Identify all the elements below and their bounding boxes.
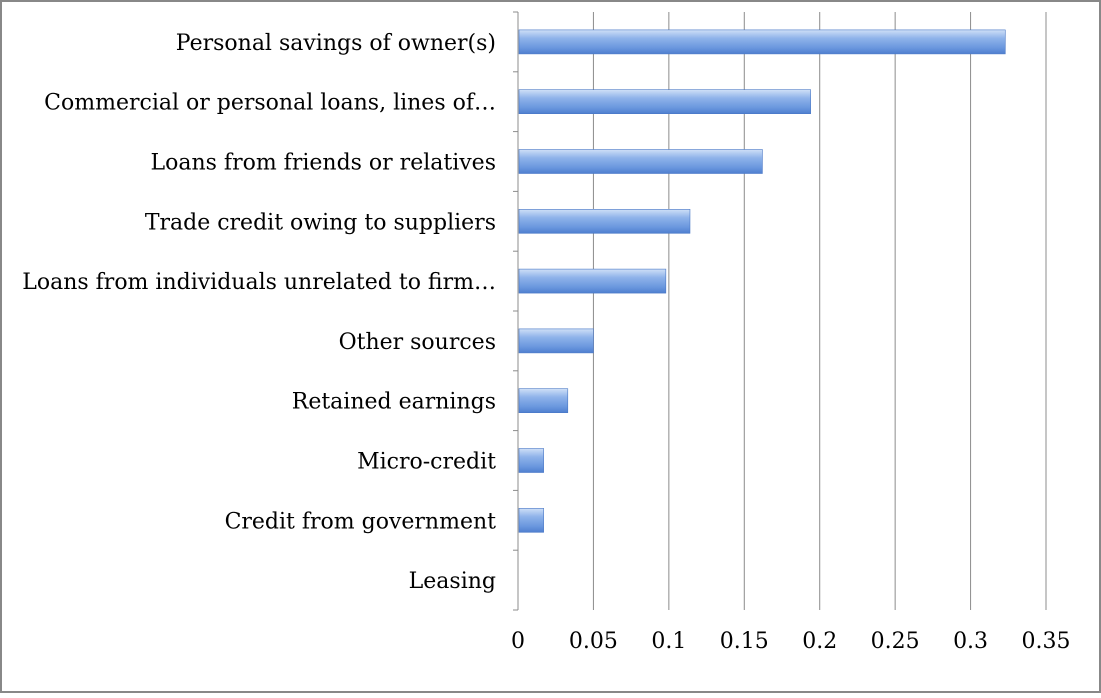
bar <box>518 89 811 114</box>
category-label: Leasing <box>409 569 496 594</box>
x-tick-label: 0 <box>511 629 525 654</box>
bar <box>518 209 691 234</box>
category-label: Micro-credit <box>357 450 496 475</box>
category-label: Commercial or personal loans, lines of… <box>44 91 496 116</box>
category-label: Retained earnings <box>292 390 496 415</box>
bar <box>518 328 594 354</box>
category-label: Personal savings of owner(s) <box>176 31 496 56</box>
x-tick-label: 0.35 <box>1022 629 1071 654</box>
bar <box>518 268 667 294</box>
bar <box>518 29 1006 55</box>
category-label: Trade credit owing to suppliers <box>145 210 496 235</box>
x-tick-label: 0.05 <box>569 629 618 654</box>
category-labels: Personal savings of owner(s) Commercial o… <box>22 31 496 594</box>
category-label: Loans from friends or relatives <box>151 151 497 176</box>
bar <box>518 149 763 174</box>
category-label: Credit from government <box>225 509 497 534</box>
x-tick-label: 0.2 <box>802 629 837 654</box>
category-label: Loans from individuals unrelated to firm… <box>22 270 496 295</box>
category-label: Other sources <box>339 330 496 355</box>
x-tick-labels: 0 0.05 0.1 0.15 0.2 0.25 0.3 0.35 <box>511 629 1070 654</box>
x-tick-label: 0.25 <box>871 629 920 654</box>
x-tick-label: 0.3 <box>953 629 988 654</box>
x-tick-label: 0.1 <box>651 629 686 654</box>
bars <box>518 29 1006 533</box>
bar <box>518 507 544 533</box>
x-tick-label: 0.15 <box>720 629 769 654</box>
bar <box>518 448 544 473</box>
axes <box>513 11 519 611</box>
bar <box>518 388 569 414</box>
